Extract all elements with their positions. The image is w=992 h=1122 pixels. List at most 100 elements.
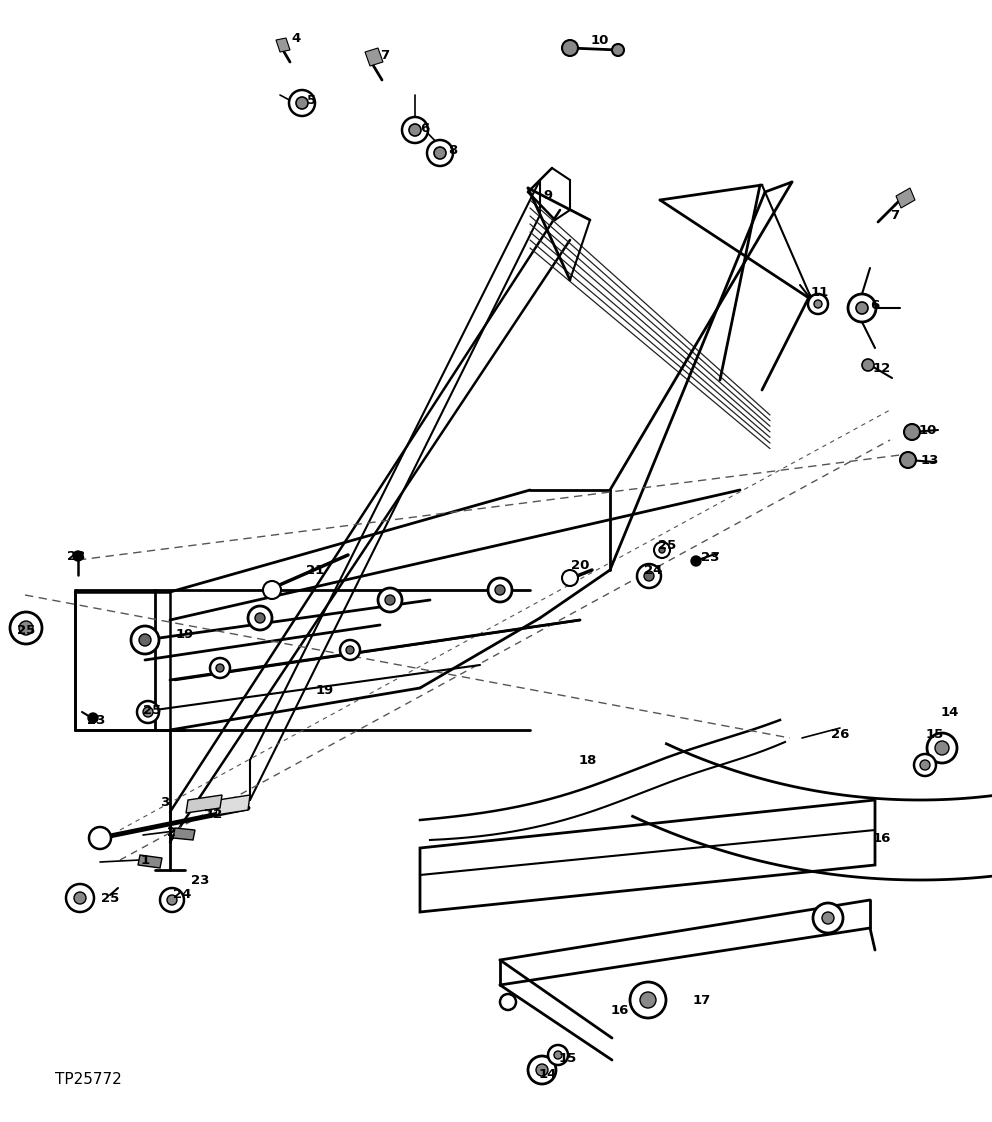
- Text: 25: 25: [143, 703, 161, 717]
- Circle shape: [167, 895, 177, 905]
- Circle shape: [927, 733, 957, 763]
- Text: 24: 24: [644, 563, 663, 577]
- Circle shape: [488, 578, 512, 603]
- Polygon shape: [276, 38, 290, 52]
- Text: 19: 19: [315, 683, 334, 697]
- Text: 20: 20: [570, 559, 589, 571]
- Text: 11: 11: [810, 285, 829, 298]
- Circle shape: [914, 754, 936, 776]
- Circle shape: [813, 903, 843, 934]
- Circle shape: [536, 1064, 548, 1076]
- Circle shape: [263, 581, 281, 599]
- Circle shape: [495, 585, 505, 595]
- Circle shape: [378, 588, 402, 611]
- Circle shape: [402, 117, 428, 142]
- Circle shape: [630, 982, 666, 1018]
- Circle shape: [691, 557, 701, 565]
- Text: 18: 18: [578, 754, 597, 766]
- Circle shape: [160, 888, 184, 912]
- Text: 5: 5: [308, 93, 316, 107]
- Circle shape: [143, 707, 153, 717]
- Circle shape: [434, 147, 446, 159]
- Circle shape: [216, 664, 224, 672]
- Circle shape: [89, 827, 111, 849]
- Polygon shape: [365, 48, 383, 66]
- Text: 7: 7: [381, 48, 390, 62]
- Text: 17: 17: [692, 993, 711, 1006]
- Polygon shape: [138, 855, 162, 868]
- Circle shape: [920, 760, 930, 770]
- Text: 23: 23: [66, 550, 85, 562]
- Text: 23: 23: [87, 714, 105, 727]
- Circle shape: [385, 595, 395, 605]
- Text: 26: 26: [831, 728, 849, 742]
- Text: 4: 4: [292, 31, 301, 45]
- Circle shape: [856, 302, 868, 314]
- Circle shape: [900, 452, 916, 468]
- Text: 25: 25: [658, 539, 677, 552]
- Text: 15: 15: [926, 728, 944, 742]
- Text: 8: 8: [448, 144, 457, 156]
- Circle shape: [210, 657, 230, 678]
- Circle shape: [427, 140, 453, 166]
- Circle shape: [10, 611, 42, 644]
- Circle shape: [74, 892, 86, 904]
- Circle shape: [289, 90, 315, 116]
- Circle shape: [612, 44, 624, 56]
- Circle shape: [88, 712, 98, 723]
- Text: 6: 6: [421, 121, 430, 135]
- Circle shape: [66, 884, 94, 912]
- Text: 1: 1: [141, 854, 150, 866]
- Text: 24: 24: [173, 889, 191, 901]
- Circle shape: [73, 551, 83, 561]
- Text: 16: 16: [611, 1003, 629, 1017]
- Circle shape: [346, 646, 354, 654]
- Text: 10: 10: [591, 34, 609, 46]
- Circle shape: [554, 1051, 562, 1059]
- Circle shape: [808, 294, 828, 314]
- Text: 25: 25: [17, 624, 35, 636]
- Polygon shape: [216, 795, 250, 815]
- Text: 15: 15: [558, 1051, 577, 1065]
- Circle shape: [131, 626, 159, 654]
- Circle shape: [659, 548, 665, 553]
- Text: 3: 3: [161, 795, 170, 809]
- Text: 2: 2: [168, 826, 177, 838]
- Circle shape: [640, 992, 656, 1008]
- Circle shape: [822, 912, 834, 925]
- Text: 14: 14: [539, 1068, 558, 1082]
- Circle shape: [548, 1045, 568, 1065]
- Circle shape: [248, 606, 272, 629]
- Circle shape: [409, 125, 421, 136]
- Circle shape: [137, 701, 159, 723]
- Text: 25: 25: [101, 892, 119, 904]
- Circle shape: [814, 300, 822, 309]
- Text: 7: 7: [891, 209, 900, 221]
- Text: 23: 23: [700, 551, 719, 563]
- Text: 6: 6: [870, 298, 880, 312]
- Circle shape: [637, 564, 661, 588]
- Circle shape: [935, 741, 949, 755]
- Circle shape: [862, 359, 874, 371]
- Text: 14: 14: [940, 706, 959, 718]
- Text: 13: 13: [921, 453, 939, 467]
- Circle shape: [340, 640, 360, 660]
- Polygon shape: [896, 188, 915, 208]
- Circle shape: [644, 571, 654, 581]
- Circle shape: [528, 1056, 556, 1084]
- Circle shape: [500, 994, 516, 1010]
- Text: 23: 23: [190, 874, 209, 886]
- Text: TP25772: TP25772: [55, 1073, 122, 1087]
- Polygon shape: [186, 795, 222, 813]
- Circle shape: [904, 424, 920, 440]
- Text: 16: 16: [873, 831, 891, 845]
- Circle shape: [139, 634, 151, 646]
- Text: 10: 10: [919, 423, 937, 436]
- Text: 21: 21: [306, 563, 324, 577]
- Circle shape: [296, 96, 308, 109]
- Circle shape: [848, 294, 876, 322]
- Text: 9: 9: [544, 188, 553, 202]
- Circle shape: [19, 620, 33, 635]
- Circle shape: [562, 40, 578, 56]
- Polygon shape: [173, 828, 195, 840]
